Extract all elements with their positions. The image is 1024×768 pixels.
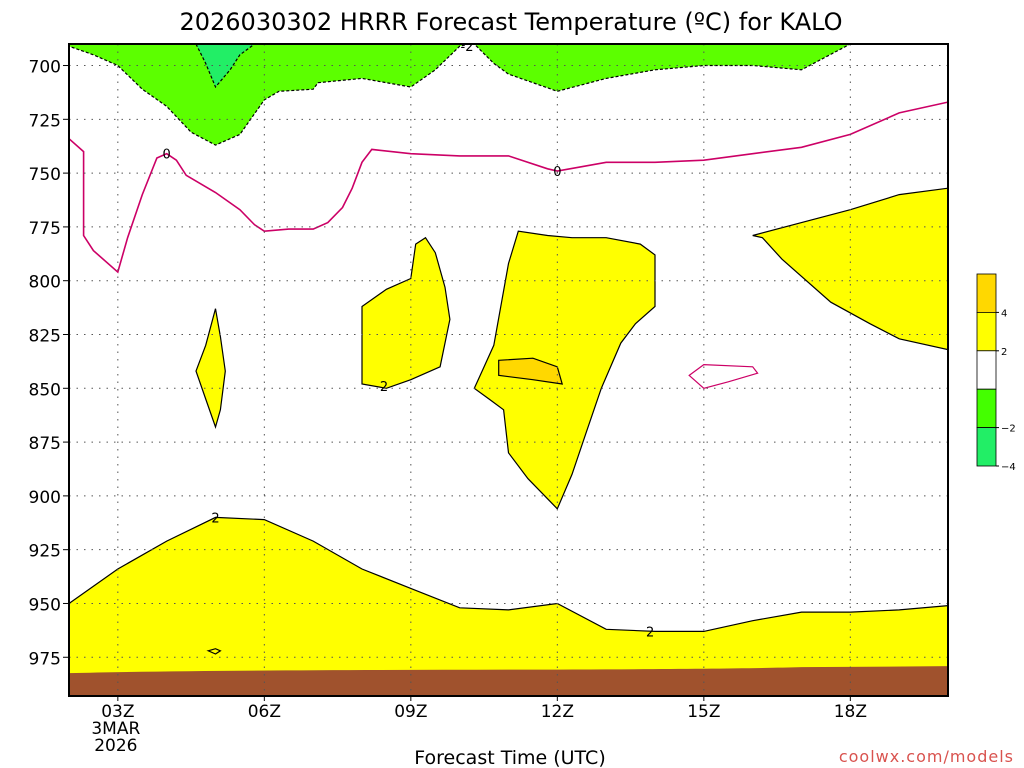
plot-inner: 0 0 -2 2 2 2 <box>69 40 948 696</box>
y-tick-label: 900 <box>29 488 61 508</box>
contour-label: 0 <box>163 148 171 163</box>
colorbar-tick-label: 4 <box>1001 308 1007 319</box>
y-tick-label: 825 <box>29 326 61 346</box>
colorbar-bin <box>976 273 997 313</box>
chart-title: 2026030302 HRRR Forecast Temperature (ºC… <box>179 8 842 36</box>
x-axis-label: Forecast Time (UTC) <box>414 747 605 768</box>
contour-region-warm_05z <box>195 308 226 429</box>
contour-region-tiny_2 <box>206 648 222 655</box>
contour-label: 0 <box>553 165 561 180</box>
y-tick-label: 700 <box>29 58 61 78</box>
colorbar-bin <box>976 388 997 429</box>
contour-region-cold_minus2 <box>69 44 851 146</box>
plot-area: 0 0 -2 2 2 2 700 725 750 775 800 825 850 875 900 925 950… <box>29 40 949 756</box>
colorbar-bin <box>976 350 997 390</box>
colorbar-tick-label: −2 <box>1001 424 1016 435</box>
x-tick-label: 06Z <box>248 702 281 722</box>
contour-label: 2 <box>646 625 654 640</box>
contour-label: 2 <box>380 380 388 395</box>
y-tick-label: 725 <box>29 111 61 131</box>
y-tick-label: 750 <box>29 165 61 185</box>
x-tick-label: 3MAR <box>91 719 140 739</box>
contour-region-cold_minus4 <box>195 44 256 89</box>
contour-line-0c <box>69 101 948 274</box>
y-tick-label: 800 <box>29 273 61 293</box>
colorbar-bin <box>976 311 997 352</box>
x-tick-label: 15Z <box>687 702 720 722</box>
x-tick-label: 03Z <box>101 702 134 722</box>
contour-region-warm_center_core <box>498 357 564 385</box>
y-tick-label: 950 <box>29 595 61 615</box>
credit-text: coolwx.com/models <box>839 747 1014 766</box>
y-tick-label: 875 <box>29 434 61 454</box>
y-tick-label: 925 <box>29 542 61 562</box>
colorbar-tick-label: −4 <box>1001 462 1016 473</box>
colorbar-legend: 4 2 −2 −4 <box>976 273 1016 473</box>
contour-label: -2 <box>461 40 474 55</box>
colorbar-tick-label: 2 <box>1001 347 1007 358</box>
x-tick-label: 12Z <box>541 702 574 722</box>
x-tick-label: 09Z <box>394 702 427 722</box>
y-tick-label: 975 <box>29 649 61 669</box>
x-tick-label: 2026 <box>94 736 137 756</box>
x-tick-label: 18Z <box>834 702 867 722</box>
y-tick-label: 850 <box>29 380 61 400</box>
colorbar-bin <box>976 427 997 467</box>
contour-region-tiny_0_15z <box>688 363 759 389</box>
contour-region-warm_09z <box>361 236 451 389</box>
contour-region-warm_upper_right <box>752 187 948 351</box>
contour-region-warm_low <box>69 516 948 696</box>
plot-frame <box>68 43 949 697</box>
contour-label: 2 <box>211 511 219 526</box>
contour-region-warm_center <box>473 230 656 510</box>
surface-terrain <box>69 666 948 696</box>
y-tick-label: 775 <box>29 219 61 239</box>
